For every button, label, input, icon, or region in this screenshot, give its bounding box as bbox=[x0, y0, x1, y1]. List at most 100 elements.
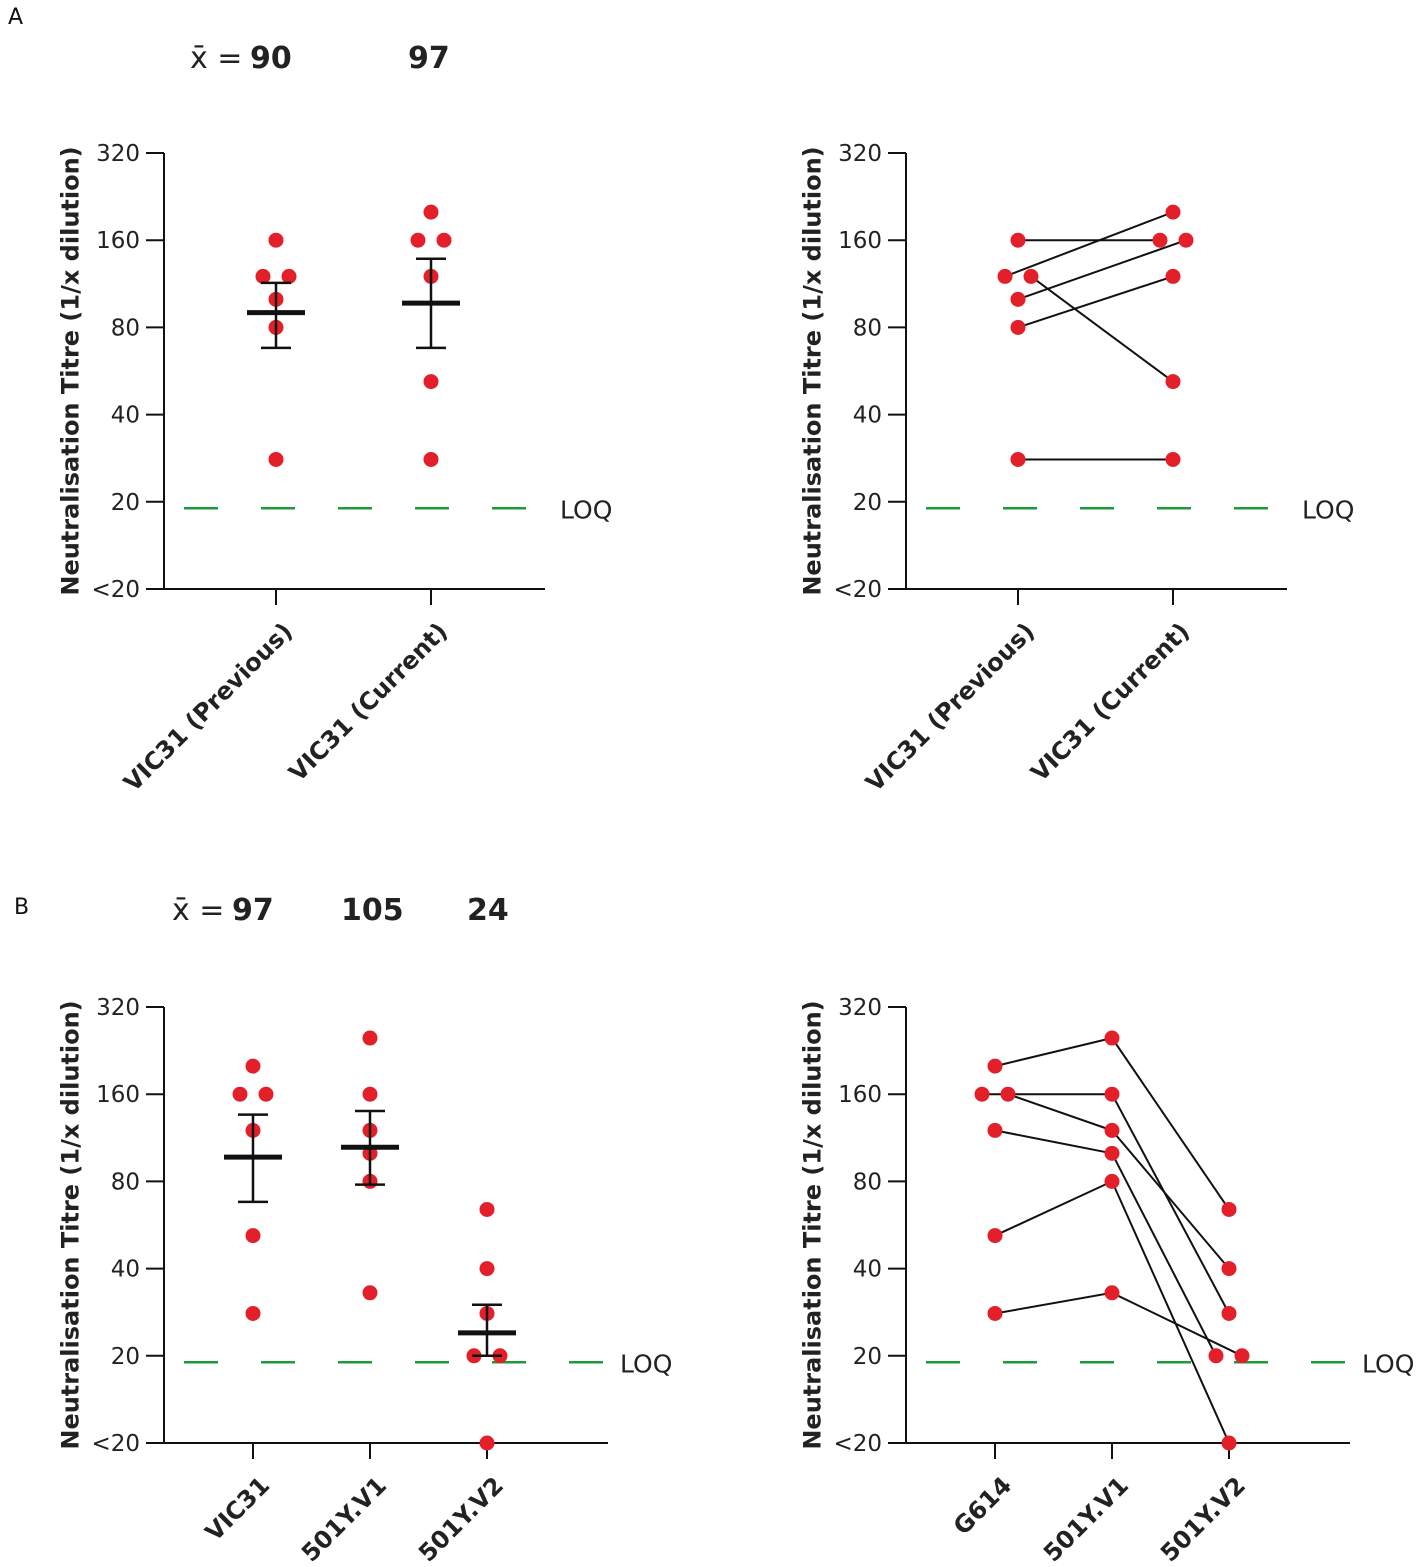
data-point bbox=[1104, 1030, 1120, 1046]
y-tick-label: 80 bbox=[111, 315, 140, 341]
y-tick-label: 40 bbox=[853, 403, 882, 429]
data-point bbox=[232, 1086, 248, 1102]
y-tick-label: 40 bbox=[111, 403, 140, 429]
x-tick-label: 501Y.V1 bbox=[1038, 1471, 1134, 1567]
panel-label-a: A bbox=[8, 5, 23, 30]
data-point bbox=[479, 1201, 495, 1217]
subject-line bbox=[1004, 211, 1174, 278]
y-tick-label: 320 bbox=[96, 995, 140, 1021]
data-point bbox=[1010, 291, 1026, 307]
chart-a-left: <20 20 40 80 160 320 Neutralisation Titre (1/x… bbox=[56, 141, 612, 797]
chart-b-left: <20 20 40 80 160 320 Neutralisation Titre (1/x… bbox=[56, 995, 672, 1567]
mean-value-a-0: 90 bbox=[250, 41, 292, 76]
y-tick-label: 40 bbox=[853, 1257, 882, 1283]
data-point bbox=[987, 1058, 1003, 1074]
data-point bbox=[1221, 1435, 1237, 1451]
chart-b-right: <20 20 40 80 160 320 Neutralisation Titre (1/x… bbox=[798, 995, 1414, 1567]
mean-symbol-b: x̄ = bbox=[172, 893, 224, 928]
data-point bbox=[1165, 268, 1181, 284]
y-tick-label: 40 bbox=[111, 1257, 140, 1283]
y-tick-label: <20 bbox=[833, 577, 882, 603]
y-tick-label: 160 bbox=[96, 228, 140, 254]
mean-value-b-0: 97 bbox=[232, 893, 274, 928]
y-axis-label: Neutralisation Titre (1/x dilution) bbox=[798, 146, 826, 595]
data-point bbox=[255, 268, 271, 284]
loq-label: LOQ bbox=[1362, 1349, 1414, 1378]
y-tick-label: 80 bbox=[853, 315, 882, 341]
y-tick-label: 160 bbox=[838, 228, 882, 254]
data-point bbox=[1221, 1201, 1237, 1217]
mean-value-a-1: 97 bbox=[408, 41, 450, 76]
data-point bbox=[245, 1228, 261, 1244]
y-axis-label: Neutralisation Titre (1/x dilution) bbox=[56, 146, 84, 595]
data-point bbox=[423, 451, 439, 467]
y-tick-label: 320 bbox=[838, 995, 882, 1021]
data-point bbox=[268, 451, 284, 467]
data-point bbox=[423, 204, 439, 220]
data-point bbox=[1208, 1348, 1224, 1364]
y-tick-label: 80 bbox=[111, 1169, 140, 1195]
data-point bbox=[362, 1030, 378, 1046]
data-point bbox=[1104, 1173, 1120, 1189]
chart-a-right: <20 20 40 80 160 320 Neutralisation Titre (1/x… bbox=[798, 141, 1354, 797]
y-tick-label: 160 bbox=[838, 1082, 882, 1108]
data-point bbox=[997, 268, 1013, 284]
data-point bbox=[1165, 374, 1181, 390]
subject-line bbox=[994, 1291, 1243, 1357]
x-tick-label: VIC31 (Previous) bbox=[118, 617, 298, 797]
data-point bbox=[423, 374, 439, 390]
y-tick-label: 320 bbox=[96, 141, 140, 167]
y-tick-label: 160 bbox=[96, 1082, 140, 1108]
data-point bbox=[1010, 232, 1026, 248]
x-tick-label: G614 bbox=[948, 1471, 1017, 1540]
data-point bbox=[1165, 451, 1181, 467]
data-point bbox=[1104, 1086, 1120, 1102]
x-tick-label: 501Y.V1 bbox=[296, 1471, 392, 1567]
data-point bbox=[362, 1285, 378, 1301]
data-point bbox=[1104, 1122, 1120, 1138]
data-point bbox=[1023, 268, 1039, 284]
y-tick-label: <20 bbox=[91, 577, 140, 603]
data-point bbox=[1165, 204, 1181, 220]
y-tick-label: 320 bbox=[838, 141, 882, 167]
panel-label-b: B bbox=[14, 895, 29, 920]
data-point bbox=[479, 1261, 495, 1277]
mean-symbol-a: x̄ = bbox=[190, 41, 242, 76]
data-point bbox=[410, 232, 426, 248]
y-tick-label: <20 bbox=[833, 1431, 882, 1457]
mean-value-b-2: 24 bbox=[467, 893, 509, 928]
x-tick-label: VIC31 (Current) bbox=[1025, 617, 1195, 787]
data-point bbox=[1221, 1305, 1237, 1321]
data-point bbox=[258, 1086, 274, 1102]
data-point bbox=[1000, 1086, 1016, 1102]
data-point bbox=[281, 268, 297, 284]
loq-label: LOQ bbox=[620, 1349, 672, 1378]
data-point bbox=[987, 1228, 1003, 1244]
x-tick-label: VIC31 (Current) bbox=[283, 617, 453, 787]
data-point bbox=[245, 1058, 261, 1074]
data-point bbox=[1178, 232, 1194, 248]
y-tick-label: 20 bbox=[111, 490, 140, 516]
data-point bbox=[987, 1122, 1003, 1138]
y-axis-label: Neutralisation Titre (1/x dilution) bbox=[798, 1000, 826, 1449]
data-point bbox=[974, 1086, 990, 1102]
x-tick-label: 501Y.V2 bbox=[1155, 1471, 1251, 1567]
data-point bbox=[1221, 1261, 1237, 1277]
data-point bbox=[1010, 451, 1026, 467]
y-tick-label: <20 bbox=[91, 1431, 140, 1457]
loq-label: LOQ bbox=[560, 495, 612, 524]
data-point bbox=[1152, 232, 1168, 248]
subject-line bbox=[1017, 239, 1187, 301]
loq-label: LOQ bbox=[1302, 495, 1354, 524]
data-point bbox=[1010, 319, 1026, 335]
x-tick-label: VIC31 (Previous) bbox=[860, 617, 1040, 797]
x-tick-label: 501Y.V2 bbox=[413, 1471, 509, 1567]
subject-line bbox=[994, 1129, 1217, 1357]
data-point bbox=[1234, 1348, 1250, 1364]
data-point bbox=[479, 1435, 495, 1451]
y-tick-label: 20 bbox=[853, 490, 882, 516]
y-tick-label: 20 bbox=[111, 1344, 140, 1370]
subject-line bbox=[1030, 275, 1174, 383]
data-point bbox=[436, 232, 452, 248]
